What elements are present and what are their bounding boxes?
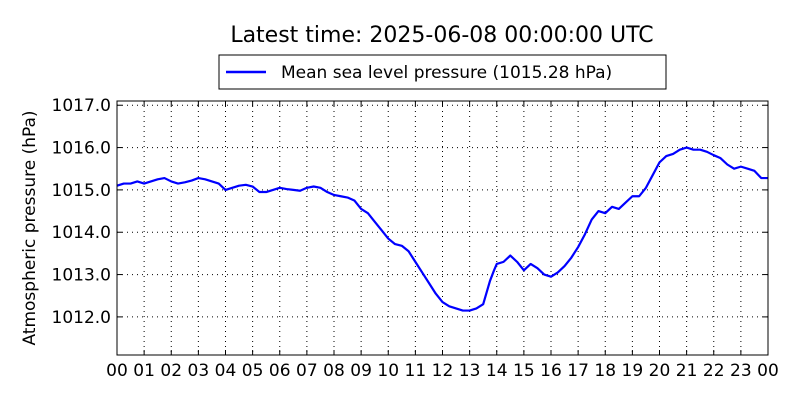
chart-title: Latest time: 2025-06-08 00:00:00 UTC — [230, 23, 653, 48]
y-tick-label: 1012.0 — [52, 308, 111, 328]
y-tick-label: 1013.0 — [52, 266, 111, 286]
x-tick-label: 04 — [215, 361, 237, 381]
x-tick-label: 22 — [703, 361, 725, 381]
x-tick-label: 18 — [594, 361, 616, 381]
y-tick-label: 1014.0 — [52, 223, 111, 243]
x-tick-label: 12 — [432, 361, 454, 381]
x-tick-label: 21 — [676, 361, 698, 381]
x-tick-label: 11 — [405, 361, 427, 381]
x-tick-label: 15 — [513, 361, 535, 381]
y-axis-label: Atmospheric pressure (hPa) — [20, 110, 40, 345]
x-tick-label: 20 — [649, 361, 671, 381]
x-tick-label: 16 — [540, 361, 562, 381]
x-tick-label: 01 — [133, 361, 155, 381]
x-tick-label: 00 — [757, 361, 779, 381]
x-tick-label: 10 — [377, 361, 399, 381]
x-tick-label: 19 — [622, 361, 644, 381]
legend: Mean sea level pressure (1015.28 hPa) — [218, 54, 667, 90]
x-tick-label: 07 — [296, 361, 318, 381]
y-tick-labels: 1012.0 1013.0 1014.0 1015.0 1016.0 1017.0 — [52, 96, 111, 328]
x-tick-label: 05 — [242, 361, 264, 381]
x-tick-label: 13 — [459, 361, 481, 381]
x-tick-labels: 00 01 02 03 04 05 06 07 08 09 10 11 12 13 14 15 16 17 18 19… — [106, 361, 779, 381]
y-tick-label: 1017.0 — [52, 96, 111, 116]
x-tick-label: 06 — [269, 361, 291, 381]
x-tick-label: 08 — [323, 361, 345, 381]
y-tick-label: 1015.0 — [52, 181, 111, 201]
x-tick-label: 23 — [730, 361, 752, 381]
legend-label: Mean sea level pressure (1015.28 hPa) — [281, 63, 612, 83]
x-tick-label: 03 — [188, 361, 210, 381]
plot-frame — [116, 100, 769, 356]
x-tick-label: 14 — [486, 361, 508, 381]
x-tick-label: 17 — [567, 361, 589, 381]
legend-box — [218, 54, 667, 90]
x-tick-label: 09 — [350, 361, 372, 381]
series-line-mean-sea-level-pressure — [116, 146, 768, 312]
y-tick-label: 1016.0 — [52, 139, 111, 159]
x-tick-label: 00 — [106, 361, 128, 381]
x-tick-label: 02 — [160, 361, 182, 381]
